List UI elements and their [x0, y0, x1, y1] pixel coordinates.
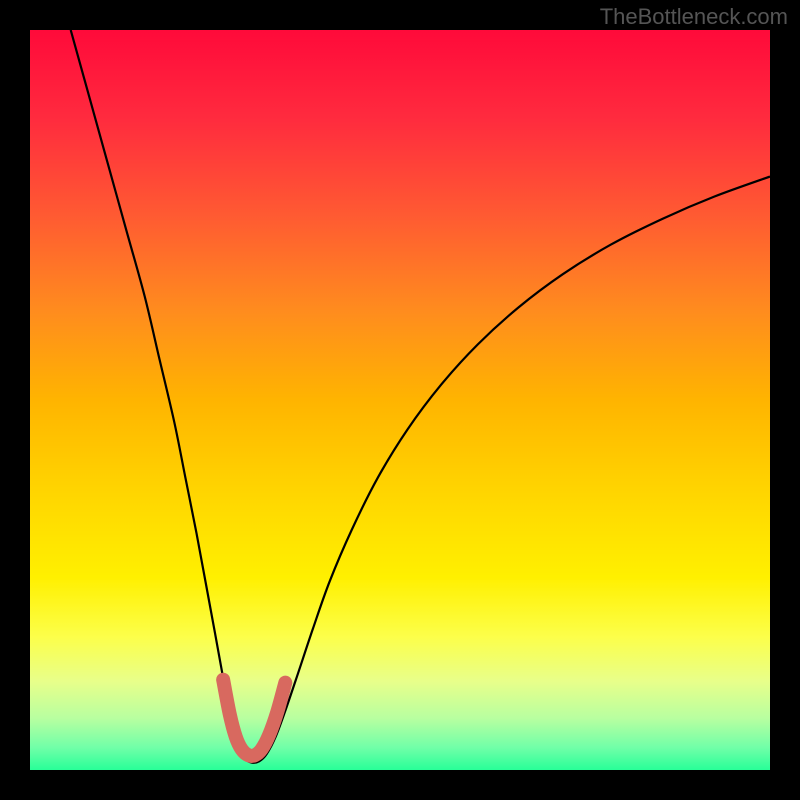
- highlight-u-marker: [223, 680, 285, 756]
- plot-area: [30, 30, 770, 770]
- watermark-text: TheBottleneck.com: [600, 4, 788, 30]
- bottleneck-curve-line: [71, 30, 770, 763]
- chart-curves: [30, 30, 770, 770]
